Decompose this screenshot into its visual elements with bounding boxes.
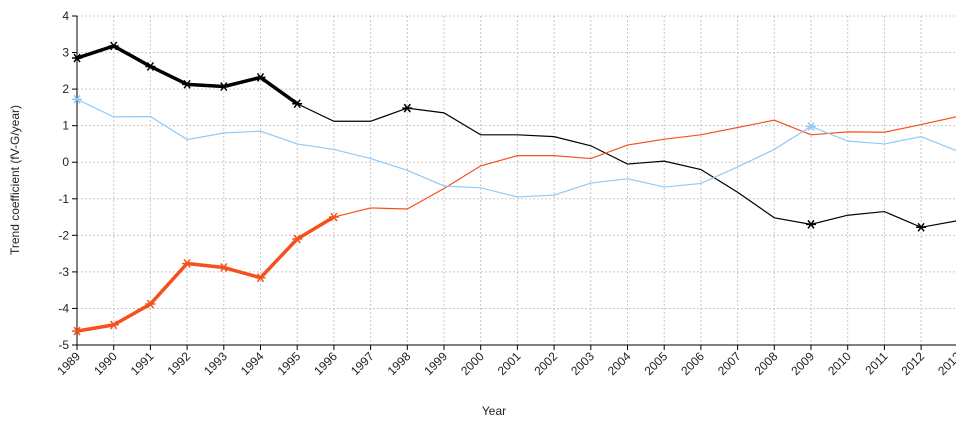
marker bbox=[145, 299, 156, 309]
x-axis-title: Year bbox=[482, 404, 506, 418]
line bbox=[76, 98, 956, 198]
y-tick-label: -4 bbox=[58, 301, 69, 315]
y-tick-label: -2 bbox=[58, 228, 69, 242]
line bbox=[76, 116, 956, 332]
marker bbox=[182, 259, 193, 268]
x-tick-label: 2009 bbox=[788, 349, 817, 378]
line bbox=[76, 45, 956, 228]
line-emphasis bbox=[76, 44, 299, 106]
marker bbox=[402, 103, 413, 113]
line-emphasis bbox=[76, 215, 335, 333]
marker bbox=[218, 82, 229, 92]
y-axis-title: Trend coefficient (fV-G/year) bbox=[8, 105, 22, 255]
x-tick-label: 2000 bbox=[458, 349, 487, 378]
x-tick-label: 2012 bbox=[898, 349, 927, 378]
marker bbox=[72, 94, 82, 104]
x-tick-label: 2011 bbox=[862, 349, 890, 377]
y-tick-label: 1 bbox=[62, 119, 69, 133]
x-tick-label: 2005 bbox=[642, 349, 671, 378]
x-tick-label: 2010 bbox=[825, 349, 854, 378]
y-tick-label: 0 bbox=[62, 155, 69, 169]
x-tick-label: 1998 bbox=[385, 349, 414, 378]
y-tick-label: 2 bbox=[62, 82, 69, 96]
marker bbox=[108, 320, 119, 330]
x-tick-label: 2002 bbox=[531, 349, 560, 378]
x-tick-label: 2001 bbox=[495, 349, 524, 378]
x-tick-label: 1993 bbox=[201, 349, 230, 378]
x-tick-label: 1997 bbox=[348, 349, 377, 378]
marker bbox=[72, 326, 82, 336]
x-tick-label: 2006 bbox=[678, 349, 707, 378]
marker bbox=[145, 61, 156, 71]
x-tick-label: 2004 bbox=[605, 349, 634, 378]
x-tick-label: 2008 bbox=[752, 349, 781, 378]
marker bbox=[806, 219, 816, 229]
marker bbox=[292, 99, 303, 109]
y-tick-label: 3 bbox=[62, 46, 69, 60]
marker bbox=[108, 41, 119, 51]
marker bbox=[182, 79, 193, 89]
x-tick-label: 1995 bbox=[275, 349, 304, 378]
x-tick-label: 1992 bbox=[164, 349, 193, 378]
y-tick-label: -1 bbox=[58, 192, 69, 206]
x-tick-label: 2013 bbox=[935, 349, 956, 378]
x-tick-label: 1996 bbox=[311, 349, 340, 378]
marker bbox=[328, 212, 339, 222]
y-tick-label: -3 bbox=[58, 265, 69, 279]
y-tick-label: -5 bbox=[58, 338, 69, 352]
x-tick-label: 1991 bbox=[128, 349, 157, 378]
marker bbox=[255, 72, 266, 82]
x-tick-label: 2003 bbox=[568, 349, 597, 378]
marker bbox=[916, 222, 927, 232]
marker bbox=[806, 121, 816, 131]
marker bbox=[72, 53, 82, 63]
marker bbox=[292, 234, 303, 244]
marker bbox=[255, 273, 266, 283]
x-tick-label: 1989 bbox=[54, 349, 83, 378]
x-tick-label: 1999 bbox=[421, 349, 450, 378]
marker bbox=[218, 263, 229, 272]
x-tick-label: 2007 bbox=[715, 349, 744, 378]
x-tick-label: 1994 bbox=[238, 349, 267, 378]
y-tick-label: 4 bbox=[62, 9, 69, 23]
x-tick-label: 1990 bbox=[91, 349, 120, 378]
